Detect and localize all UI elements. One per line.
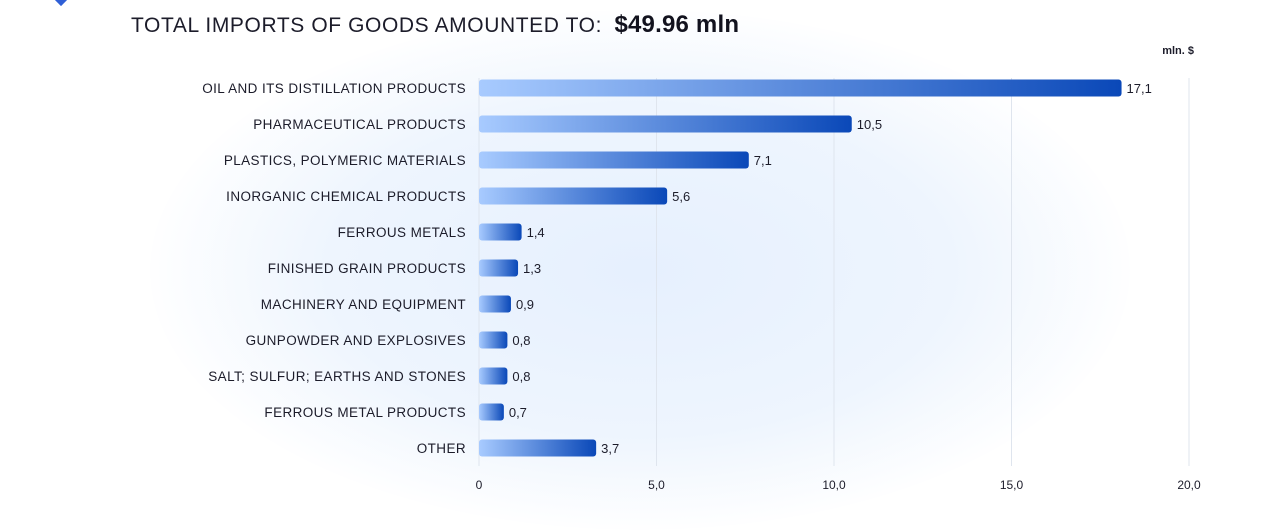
x-tick-label: 0: [476, 478, 483, 492]
x-axis-ticks: 0 5,0 10,0 15,0 20,0: [476, 478, 1201, 492]
bar: [479, 223, 522, 241]
category-label: INORGANIC CHEMICAL PRODUCTS: [226, 189, 466, 204]
bar: [479, 79, 1122, 97]
category-label: PLASTICS, POLYMERIC MATERIALS: [224, 153, 466, 168]
bar: [479, 439, 597, 457]
data-label: 0,8: [512, 369, 530, 384]
chart-title-total: $49.96 mln: [614, 11, 740, 38]
value-labels: 17,1 10,5 7,1 5,6 1,4 1,3 0,9 0,8 0,8 0,7 3,7: [509, 81, 1152, 456]
data-label: 5,6: [672, 189, 690, 204]
chart-title-prefix: TOTAL IMPORTS OF GOODS AMOUNTED TO:: [131, 14, 603, 37]
category-label: PHARMACEUTICAL PRODUCTS: [253, 117, 466, 132]
category-label: SALT; SULFUR; EARTHS AND STONES: [208, 369, 466, 384]
category-label: OTHER: [417, 441, 466, 456]
x-tick-label: 10,0: [822, 478, 846, 492]
data-label: 1,3: [523, 261, 541, 276]
category-label: FERROUS METAL PRODUCTS: [264, 405, 466, 420]
category-label: FINISHED GRAIN PRODUCTS: [268, 261, 466, 276]
bar: [479, 151, 749, 169]
category-label: OIL AND ITS DISTILLATION PRODUCTS: [202, 81, 466, 96]
data-label: 0,9: [516, 297, 534, 312]
data-label: 0,7: [509, 405, 527, 420]
chart-title: TOTAL IMPORTS OF GOODS AMOUNTED TO: $49.…: [131, 11, 739, 39]
bar: [479, 115, 852, 133]
bar: [479, 403, 504, 421]
category-label: MACHINERY AND EQUIPMENT: [261, 297, 466, 312]
bar: [479, 295, 511, 313]
data-label: 10,5: [857, 117, 882, 132]
background-glow: [150, 10, 1130, 530]
data-label: 0,8: [512, 333, 530, 348]
bar: [479, 259, 519, 277]
grid-lines: [478, 78, 1190, 466]
x-tick-label: 5,0: [648, 478, 665, 492]
bar: [479, 367, 508, 385]
bar: [479, 331, 508, 349]
x-tick-label: 15,0: [1000, 478, 1024, 492]
unit-label: mln. $: [1162, 45, 1194, 57]
category-labels: OIL AND ITS DISTILLATION PRODUCTS PHARMAC…: [202, 81, 466, 456]
category-label: FERROUS METALS: [338, 225, 466, 240]
data-label: 1,4: [527, 225, 545, 240]
bar-chart: OIL AND ITS DISTILLATION PRODUCTS PHARMAC…: [202, 78, 1201, 492]
data-label: 17,1: [1127, 81, 1152, 96]
category-label: GUNPOWDER AND EXPLOSIVES: [246, 333, 466, 348]
bar: [479, 187, 668, 205]
data-label: 7,1: [754, 153, 772, 168]
x-tick-label: 20,0: [1177, 478, 1201, 492]
data-label: 3,7: [601, 441, 619, 456]
bars: [479, 79, 1122, 457]
